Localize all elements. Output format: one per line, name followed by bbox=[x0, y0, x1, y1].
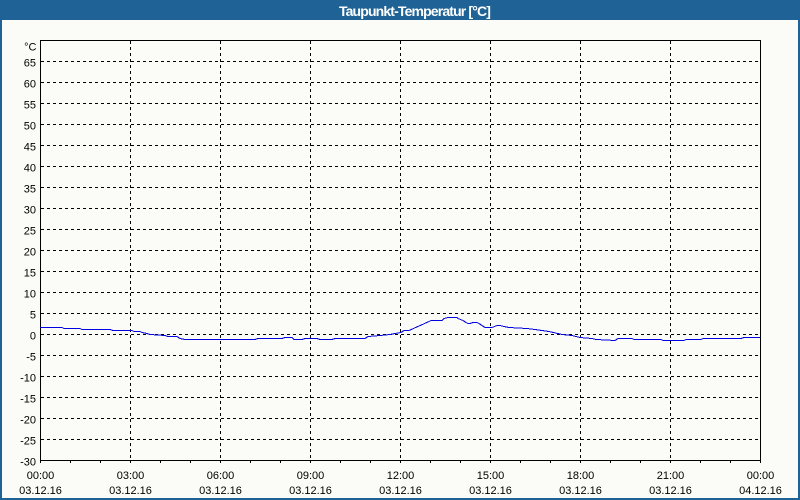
svg-text:03.12.16: 03.12.16 bbox=[109, 485, 152, 497]
svg-text:03.12.16: 03.12.16 bbox=[19, 485, 62, 497]
svg-text:30: 30 bbox=[24, 205, 36, 217]
svg-text:60: 60 bbox=[24, 79, 36, 91]
svg-text:35: 35 bbox=[24, 184, 36, 196]
svg-text:03.12.16: 03.12.16 bbox=[469, 485, 512, 497]
svg-text:-20: -20 bbox=[20, 415, 36, 427]
svg-text:-5: -5 bbox=[26, 352, 36, 364]
svg-text:55: 55 bbox=[24, 100, 36, 112]
svg-text:03:00: 03:00 bbox=[117, 470, 145, 482]
svg-text:5: 5 bbox=[30, 310, 36, 322]
svg-text:12:00: 12:00 bbox=[387, 470, 415, 482]
svg-text:25: 25 bbox=[24, 226, 36, 238]
svg-text:00:00: 00:00 bbox=[27, 470, 55, 482]
svg-text:50: 50 bbox=[24, 121, 36, 133]
svg-text:0: 0 bbox=[30, 331, 36, 343]
svg-text:04.12.16: 04.12.16 bbox=[739, 485, 782, 497]
svg-text:03.12.16: 03.12.16 bbox=[379, 485, 422, 497]
svg-text:20: 20 bbox=[24, 247, 36, 259]
svg-text:21:00: 21:00 bbox=[657, 470, 685, 482]
svg-text:-30: -30 bbox=[20, 457, 36, 469]
svg-text:-15: -15 bbox=[20, 394, 36, 406]
svg-text:09:00: 09:00 bbox=[297, 470, 325, 482]
svg-text:°C: °C bbox=[24, 42, 36, 54]
svg-text:15:00: 15:00 bbox=[477, 470, 505, 482]
svg-text:40: 40 bbox=[24, 163, 36, 175]
svg-text:10: 10 bbox=[24, 289, 36, 301]
svg-text:45: 45 bbox=[24, 142, 36, 154]
svg-text:03.12.16: 03.12.16 bbox=[199, 485, 242, 497]
svg-text:00:00: 00:00 bbox=[747, 470, 775, 482]
svg-text:15: 15 bbox=[24, 268, 36, 280]
svg-text:03.12.16: 03.12.16 bbox=[289, 485, 332, 497]
svg-text:03.12.16: 03.12.16 bbox=[559, 485, 602, 497]
svg-text:-25: -25 bbox=[20, 436, 36, 448]
svg-text:65: 65 bbox=[24, 58, 36, 70]
svg-text:-10: -10 bbox=[20, 373, 36, 385]
svg-text:06:00: 06:00 bbox=[207, 470, 235, 482]
svg-text:18:00: 18:00 bbox=[567, 470, 595, 482]
svg-text:03.12.16: 03.12.16 bbox=[649, 485, 692, 497]
